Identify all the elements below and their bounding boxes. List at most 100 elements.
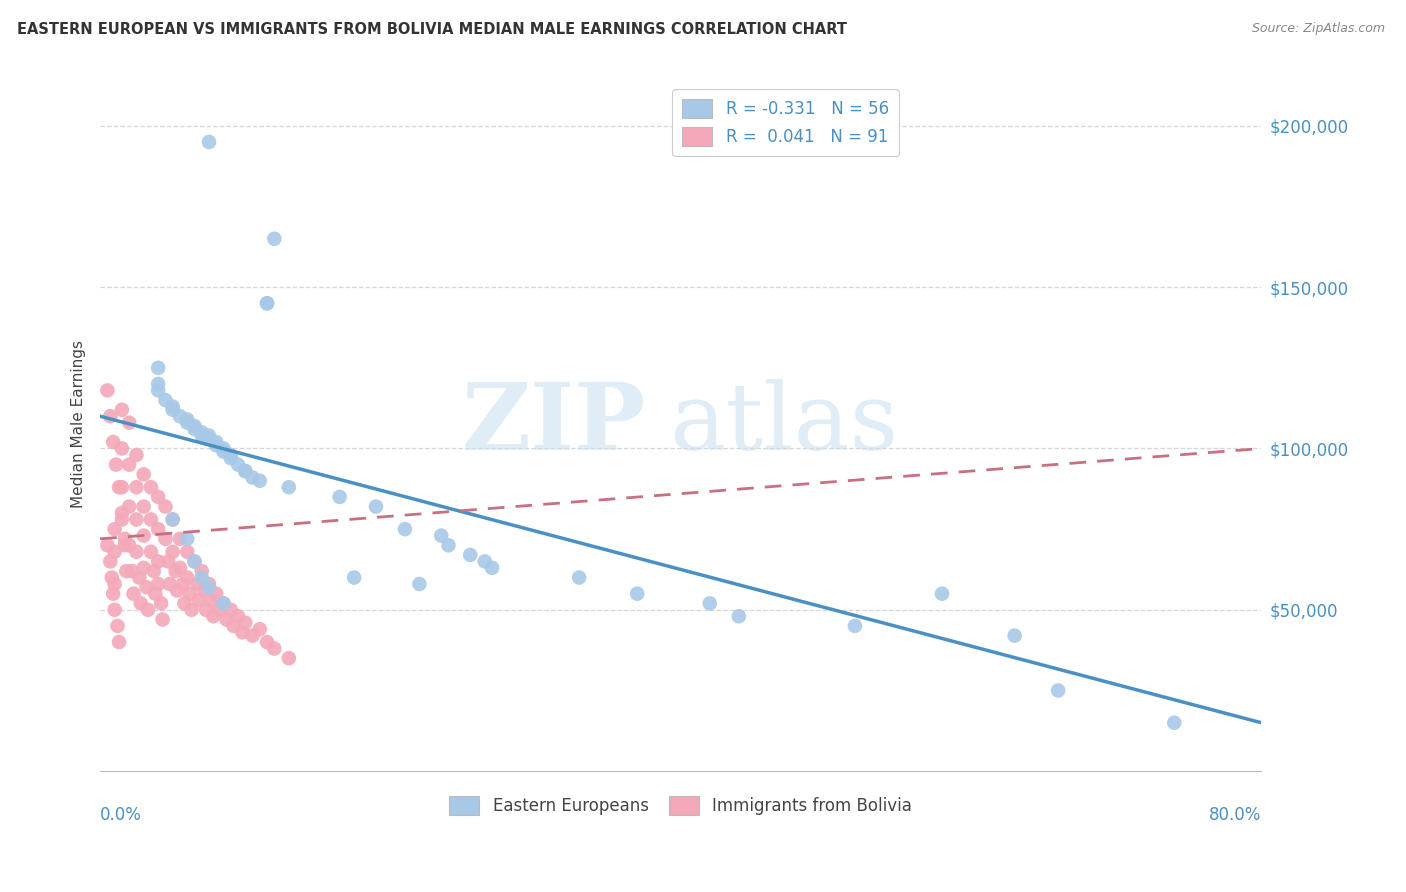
Point <box>233 464 256 478</box>
Point <box>222 619 245 633</box>
Point <box>150 596 173 610</box>
Text: EASTERN EUROPEAN VS IMMIGRANTS FROM BOLIVIA MEDIAN MALE EARNINGS CORRELATION CHA: EASTERN EUROPEAN VS IMMIGRANTS FROM BOLI… <box>17 22 846 37</box>
Point <box>626 587 648 601</box>
Text: atlas: atlas <box>669 379 898 469</box>
Point <box>148 577 170 591</box>
Point <box>104 603 127 617</box>
Point <box>256 296 278 310</box>
Point <box>125 480 148 494</box>
Point <box>263 232 285 246</box>
Point <box>104 522 127 536</box>
Point <box>136 603 159 617</box>
Point <box>212 442 235 456</box>
Point <box>152 612 174 626</box>
Point <box>568 570 591 584</box>
Point <box>162 400 184 414</box>
Point <box>1163 715 1185 730</box>
Point <box>343 570 366 584</box>
Point <box>202 609 225 624</box>
Point <box>242 629 264 643</box>
Point <box>242 470 264 484</box>
Point <box>183 554 205 568</box>
Point <box>474 554 496 568</box>
Point <box>226 609 249 624</box>
Point <box>329 490 352 504</box>
Point <box>176 532 198 546</box>
Point <box>111 480 134 494</box>
Point <box>205 435 228 450</box>
Point <box>111 442 134 456</box>
Point <box>159 577 181 591</box>
Point <box>1004 629 1026 643</box>
Point <box>205 587 228 601</box>
Point <box>179 587 201 601</box>
Point <box>699 596 721 610</box>
Text: ZIP: ZIP <box>461 379 645 469</box>
Point <box>183 554 205 568</box>
Point <box>212 596 235 610</box>
Point <box>96 384 118 398</box>
Point <box>198 580 221 594</box>
Point <box>844 619 866 633</box>
Point <box>169 561 191 575</box>
Point <box>430 528 453 542</box>
Point <box>215 612 238 626</box>
Point <box>118 538 141 552</box>
Point <box>198 577 221 591</box>
Point <box>364 500 387 514</box>
Point <box>104 577 127 591</box>
Point <box>190 564 212 578</box>
Point <box>155 532 177 546</box>
Point <box>148 522 170 536</box>
Point <box>931 587 953 601</box>
Point <box>139 545 162 559</box>
Point <box>198 428 221 442</box>
Point <box>132 500 155 514</box>
Point <box>155 393 177 408</box>
Point <box>114 538 136 552</box>
Point <box>256 296 278 310</box>
Point <box>394 522 416 536</box>
Point <box>190 425 212 440</box>
Point <box>212 596 235 610</box>
Point <box>162 545 184 559</box>
Point <box>277 480 299 494</box>
Point <box>111 402 134 417</box>
Point <box>157 554 180 568</box>
Point <box>180 603 202 617</box>
Point <box>190 570 212 584</box>
Point <box>148 376 170 391</box>
Point <box>176 416 198 430</box>
Point <box>176 570 198 584</box>
Point <box>226 458 249 472</box>
Point <box>148 384 170 398</box>
Point <box>139 512 162 526</box>
Point <box>183 418 205 433</box>
Point <box>1047 683 1070 698</box>
Point <box>104 545 127 559</box>
Point <box>263 641 285 656</box>
Point <box>118 500 141 514</box>
Point <box>148 554 170 568</box>
Point <box>98 554 121 568</box>
Point <box>125 512 148 526</box>
Point <box>195 603 218 617</box>
Point <box>205 438 228 452</box>
Point <box>277 651 299 665</box>
Point <box>165 564 187 578</box>
Point <box>128 570 150 584</box>
Point <box>190 428 212 442</box>
Point <box>148 490 170 504</box>
Point <box>108 480 131 494</box>
Point <box>208 603 231 617</box>
Point <box>105 458 128 472</box>
Point <box>139 480 162 494</box>
Point <box>162 512 184 526</box>
Point <box>122 587 145 601</box>
Point <box>121 564 143 578</box>
Point <box>219 451 242 466</box>
Point <box>108 635 131 649</box>
Point <box>219 603 242 617</box>
Y-axis label: Median Male Earnings: Median Male Earnings <box>72 340 86 508</box>
Point <box>96 538 118 552</box>
